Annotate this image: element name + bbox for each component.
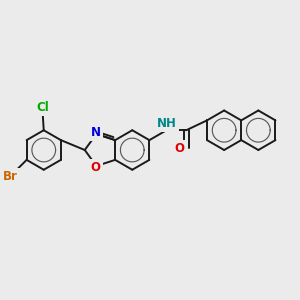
Text: NH: NH: [157, 117, 177, 130]
Text: O: O: [175, 142, 184, 154]
Text: O: O: [91, 160, 101, 173]
Text: Br: Br: [3, 170, 18, 183]
Text: Cl: Cl: [37, 101, 50, 114]
Text: N: N: [91, 127, 101, 140]
